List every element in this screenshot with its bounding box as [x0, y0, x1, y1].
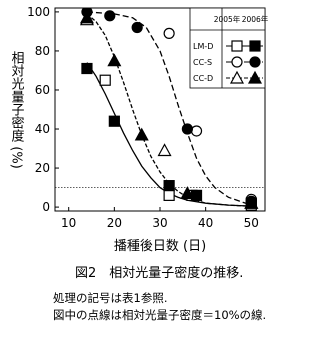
- note: 図中の点線は相対光量子密度＝10%の線.: [53, 308, 266, 322]
- legend-marker: [231, 56, 243, 68]
- legend-marker: [249, 40, 261, 52]
- y-tick-label: 20: [35, 161, 50, 175]
- data-point: [163, 189, 175, 201]
- x-axis-label: 播種後日数 (日): [114, 238, 206, 254]
- y-tick-label: 60: [35, 83, 50, 97]
- legend-label: LM-D: [193, 42, 213, 51]
- fit-curve: [86, 62, 252, 207]
- data-point: [190, 125, 203, 137]
- data-point: [131, 21, 143, 34]
- y-tick-label: 0: [42, 200, 50, 214]
- caption: 図2 相対光量子密度の推移.: [75, 265, 243, 281]
- data-point: [104, 10, 116, 22]
- legend-marker: [249, 56, 261, 68]
- x-tick-label: 20: [107, 216, 122, 230]
- legend-marker: [231, 40, 243, 52]
- data-point: [163, 180, 175, 192]
- data-point: [181, 123, 193, 135]
- data-point: [79, 10, 94, 24]
- fit-curve: [81, 9, 252, 207]
- note: 処理の記号は表1参照.: [53, 291, 167, 305]
- data-point: [107, 53, 122, 67]
- fit-curve: [86, 11, 252, 206]
- y-tick-label: 100: [27, 5, 50, 19]
- data-point: [99, 74, 111, 86]
- y-tick-label: 80: [35, 44, 50, 58]
- legend-marker: [229, 70, 245, 84]
- data-point: [108, 115, 120, 127]
- legend-column: 2006年: [242, 14, 269, 24]
- legend-column: 2005年: [214, 14, 241, 24]
- data-point: [157, 143, 172, 157]
- plot-area: [79, 8, 259, 211]
- data-point: [244, 195, 259, 209]
- data-point: [163, 27, 175, 39]
- x-tick-label: 10: [61, 216, 76, 230]
- x-tick-label: 30: [152, 216, 167, 230]
- x-tick-label: 40: [198, 216, 213, 230]
- legend-label: CC-D: [193, 74, 213, 83]
- data-point: [81, 62, 93, 75]
- legend-label: CC-S: [193, 58, 212, 67]
- y-axis-label: 相対光量子密度 (%): [9, 51, 25, 169]
- legend-marker: [247, 70, 263, 84]
- data-point: [180, 186, 195, 200]
- y-tick-label: 40: [35, 122, 50, 136]
- data-point: [134, 127, 149, 141]
- x-tick-label: 50: [244, 216, 259, 230]
- chart: 相対光量子密度 (%) 播種後日数 (日) 図2 相対光量子密度の推移. 処理の…: [9, 5, 269, 322]
